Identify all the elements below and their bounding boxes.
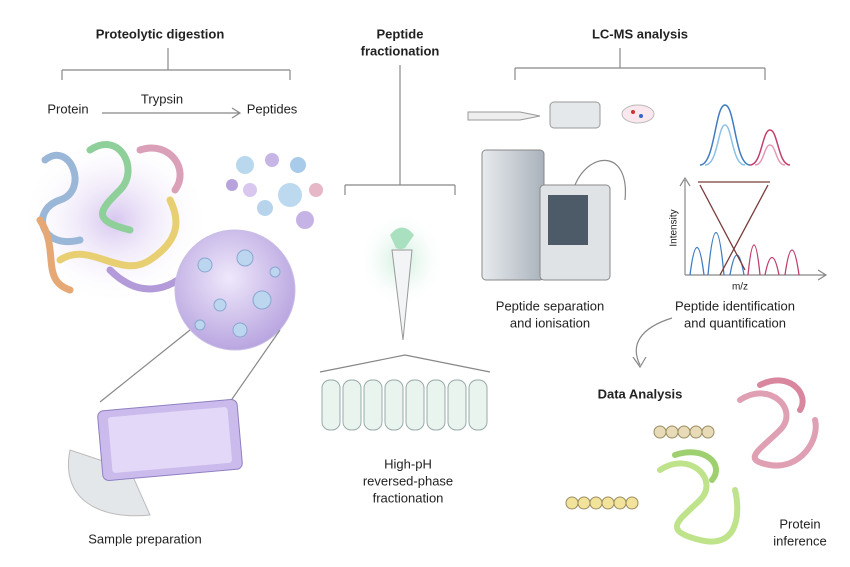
bracket xyxy=(344,65,456,195)
caption: and ionisation xyxy=(510,315,590,330)
bracket xyxy=(514,48,766,80)
tube-row xyxy=(321,379,488,431)
label: Peptides xyxy=(247,101,298,116)
caption: Peptide identification xyxy=(675,298,795,313)
axis-label: Intensity xyxy=(669,209,680,246)
bracket xyxy=(61,48,291,80)
peptide-beads xyxy=(565,425,715,510)
connector xyxy=(319,354,491,373)
caption: reversed-phase xyxy=(363,473,453,488)
mass-spectrometer xyxy=(481,149,626,281)
spectrum-axes xyxy=(679,176,828,281)
glow xyxy=(20,135,210,305)
arrow xyxy=(632,317,673,369)
caption: Protein xyxy=(779,516,820,531)
caption: inference xyxy=(773,533,826,548)
section-title: fractionation xyxy=(361,43,440,58)
section-title: Data Analysis xyxy=(598,386,683,401)
magnified-peptides xyxy=(194,249,281,338)
label: Trypsin xyxy=(141,91,183,106)
chromatogram xyxy=(699,104,791,166)
lc-icons xyxy=(467,101,655,129)
connector xyxy=(99,329,281,403)
caption: Sample preparation xyxy=(88,531,201,546)
axis-label: m/z xyxy=(732,282,748,293)
label: Protein xyxy=(47,101,88,116)
caption: Peptide separation xyxy=(496,298,604,313)
protein-ribbon xyxy=(36,141,194,294)
caption: fractionation xyxy=(373,490,444,505)
section-title: Proteolytic digestion xyxy=(96,26,225,41)
peptide-molecules xyxy=(226,153,323,229)
well-plate xyxy=(68,399,243,517)
inferred-proteins xyxy=(657,377,819,545)
caption: and quantification xyxy=(684,315,786,330)
section-title: LC-MS analysis xyxy=(592,26,688,41)
spectrum-peaks xyxy=(689,181,800,276)
droplet xyxy=(390,227,414,249)
pipette-tip xyxy=(391,249,413,341)
section-title: Peptide xyxy=(377,26,424,41)
arrow xyxy=(102,107,242,119)
caption: High-pH xyxy=(384,456,432,471)
